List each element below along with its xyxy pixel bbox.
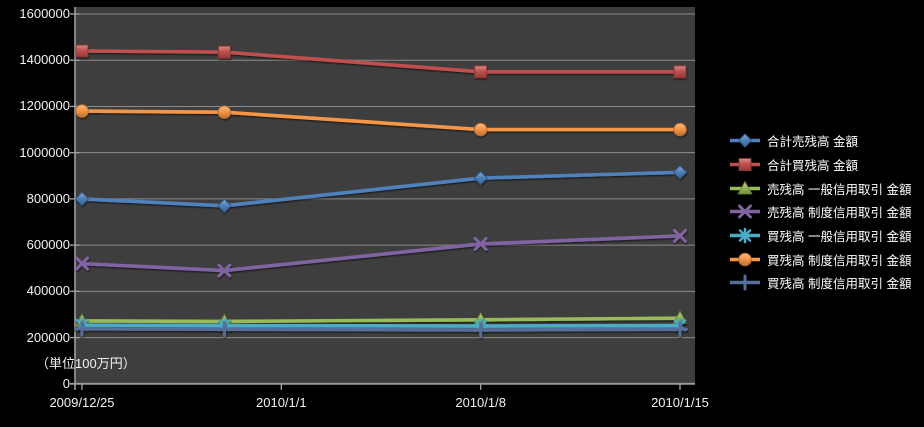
legend-marker-icon — [730, 274, 760, 291]
series-2 — [75, 44, 687, 79]
legend-item-label: 買残高 一般信用取引 金額 — [767, 230, 912, 245]
legend: 合計売残高 金額 合計買残高 金額売残高 一般信用取引 金額 売残高 制度信用取引 … — [728, 129, 911, 295]
y-axis-tick-label: 800000 — [26, 190, 70, 206]
legend-item-label: 合計売残高 金額 — [767, 135, 858, 150]
y-axis-tick-label: 400000 — [26, 283, 70, 299]
y-axis-tick-label: 0 — [62, 375, 70, 391]
legend-marker-icon — [730, 158, 760, 172]
series-1 — [74, 165, 688, 214]
legend-marker-icon — [730, 180, 760, 195]
x-axis-tick-label: 2010/1/1 — [256, 395, 307, 410]
y-axis-tick-label: 1200000 — [19, 98, 70, 114]
legend-item: 売残高 一般信用取引 金額 — [728, 176, 911, 200]
series-4 — [75, 228, 687, 278]
unit-note-label: （単位100万円） — [36, 356, 136, 371]
legend-item: 買残高 制度信用取引 金額 — [728, 247, 911, 271]
legend-item-label: 買残高 制度信用取引 金額 — [767, 253, 912, 268]
legend-item: 買残高 一般信用取引 金額 — [728, 224, 911, 248]
legend-item-label: 買残高 制度信用取引 金額 — [767, 277, 912, 292]
x-axis-tick-label: 2010/1/15 — [651, 395, 709, 410]
y-axis-tick-label: 1000000 — [19, 144, 70, 160]
legend-marker-icon — [730, 252, 760, 267]
legend-item-label: 合計買残高 金額 — [767, 159, 858, 174]
legend-marker-icon — [730, 133, 760, 149]
y-axis-tick-label: 1600000 — [19, 6, 70, 21]
series-7 — [74, 320, 688, 338]
legend-marker-icon — [730, 227, 760, 244]
legend-item: 合計売残高 金額 — [728, 129, 911, 153]
x-axis-tick-label: 2010/1/8 — [455, 395, 506, 410]
series-6 — [75, 104, 687, 137]
legend-item: 売残高 制度信用取引 金額 — [728, 200, 911, 224]
y-axis-tick-label: 200000 — [26, 329, 70, 345]
x-axis-tick-label: 2009/12/25 — [49, 395, 115, 410]
legend-item-label: 売残高 一般信用取引 金額 — [767, 182, 912, 197]
y-axis-tick-label: 600000 — [26, 237, 70, 253]
legend-item-label: 売残高 制度信用取引 金額 — [767, 206, 912, 221]
legend-marker-icon — [730, 204, 760, 219]
legend-item: 合計買残高 金額 — [728, 153, 911, 177]
legend-item: 買残高 制度信用取引 金額 — [728, 271, 911, 295]
y-axis-tick-label: 1400000 — [19, 52, 70, 68]
